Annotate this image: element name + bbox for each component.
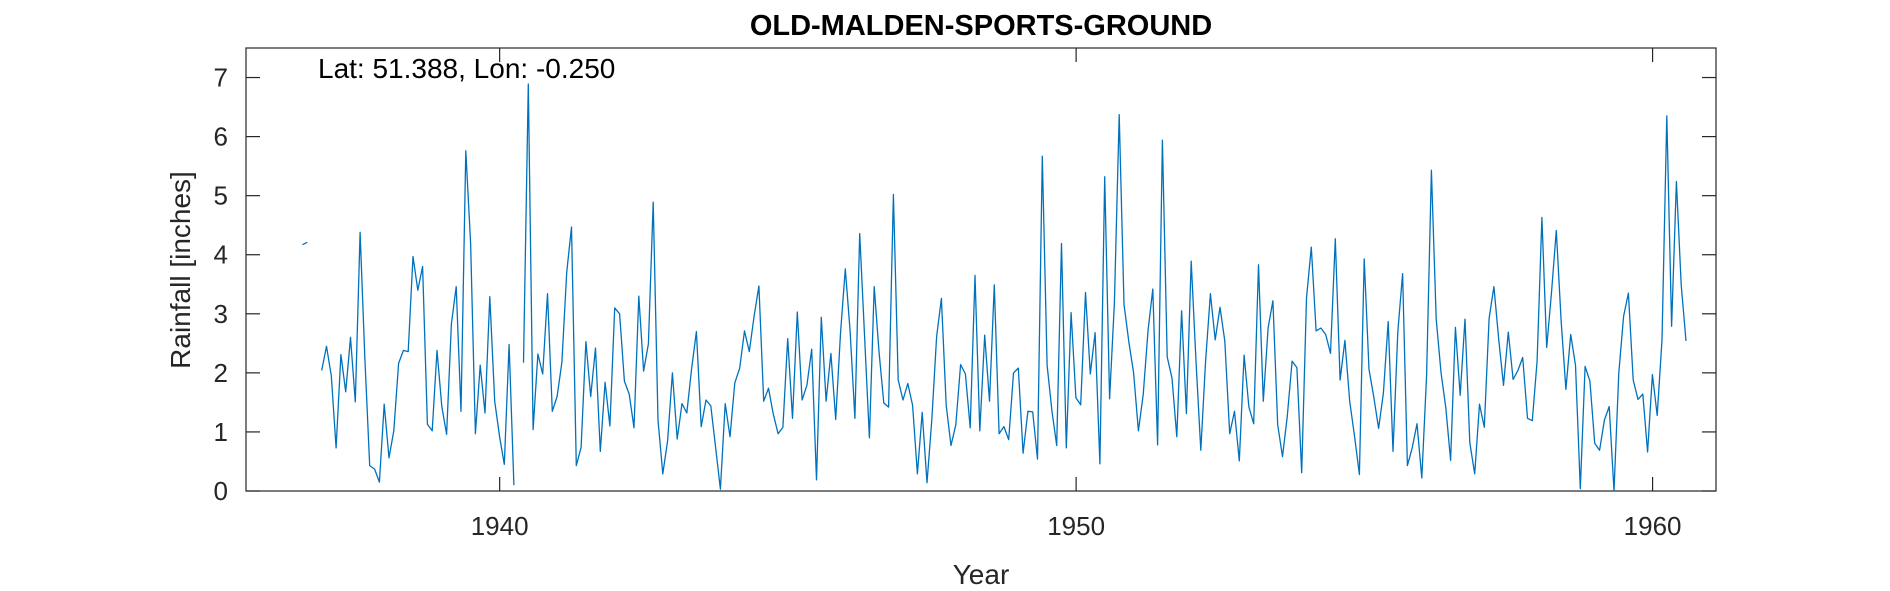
y-tick-label: 3	[214, 299, 228, 329]
y-tick-label: 6	[214, 122, 228, 152]
x-tick-label: 1960	[1624, 511, 1682, 541]
y-tick-label: 4	[214, 240, 228, 270]
y-tick-label: 2	[214, 358, 228, 388]
y-tick-label: 1	[214, 417, 228, 447]
y-tick-label: 5	[214, 181, 228, 211]
y-axis-label: Rainfall [inches]	[165, 171, 196, 369]
series-group	[302, 83, 1687, 492]
y-tick-label: 7	[214, 63, 228, 93]
rainfall-series-line	[302, 83, 1687, 492]
y-tick-label: 0	[214, 476, 228, 506]
x-tick-label: 1950	[1047, 511, 1105, 541]
chart-title: OLD-MALDEN-SPORTS-GROUND	[750, 10, 1212, 42]
x-axis-label: Year	[953, 559, 1010, 590]
location-annotation: Lat: 51.388, Lon: -0.250	[318, 53, 615, 84]
x-tick-label: 1940	[471, 511, 529, 541]
x-axis: 1940 1950 1960	[471, 48, 1682, 541]
plot-area	[245, 47, 1717, 492]
y-axis: 0 1 2 3 4 5 6 7	[214, 63, 1716, 506]
